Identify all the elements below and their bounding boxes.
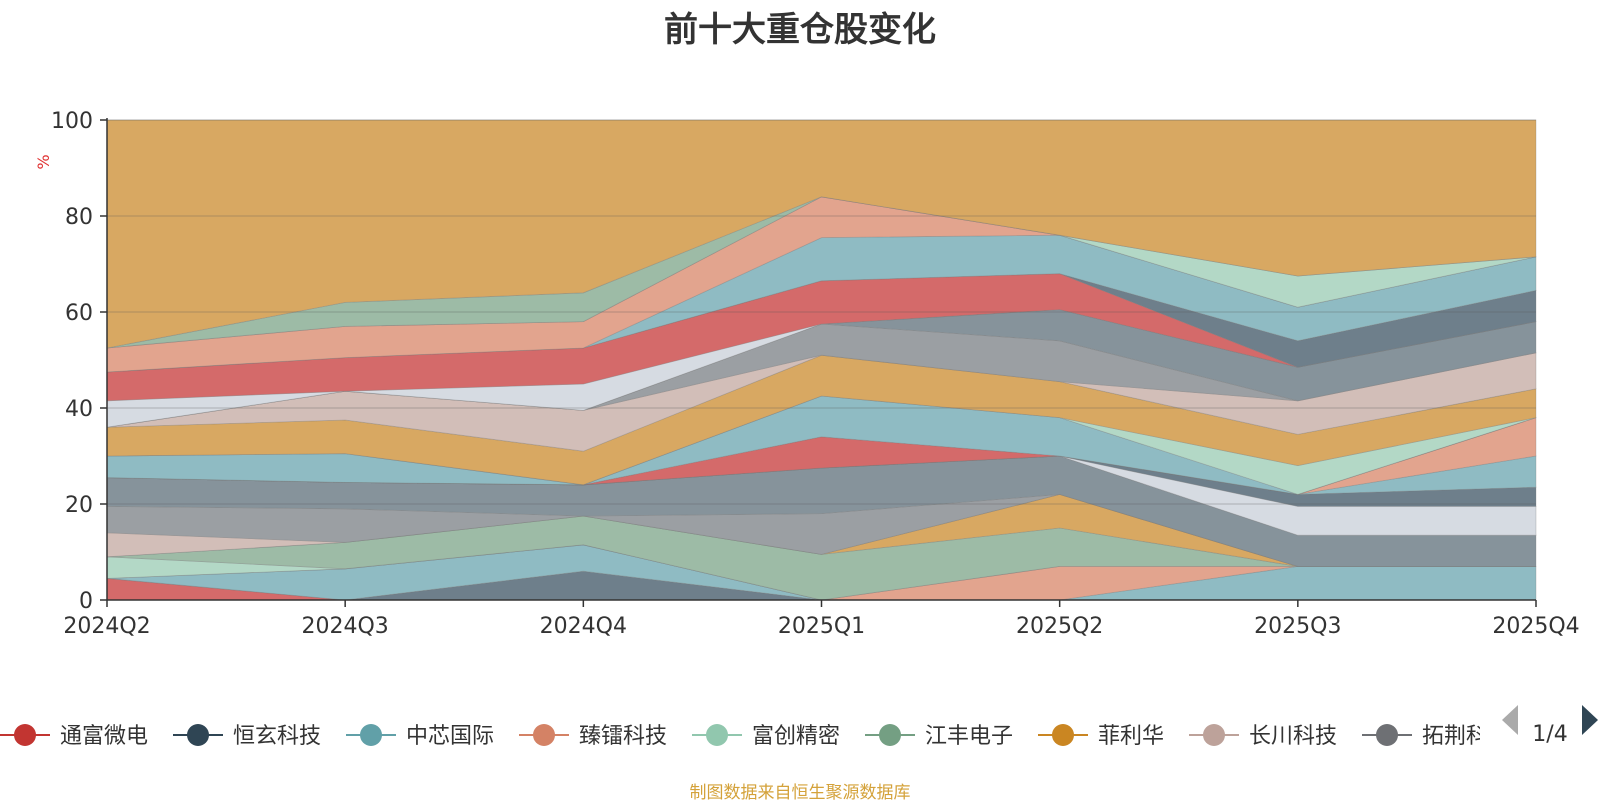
legend-marker-icon bbox=[1203, 724, 1225, 746]
y-tick-label: 100 bbox=[51, 109, 93, 134]
grid-lines bbox=[107, 119, 1536, 505]
legend: 通富微电 恒玄科技 中芯国际 臻镭科技 富创精密 江丰电子 菲利华 长川科技 拓荆科技 bbox=[0, 724, 1510, 749]
footer-source: 制图数据来自恒生聚源数据库 bbox=[689, 783, 911, 803]
legend-item[interactable]: 通富微电 bbox=[0, 724, 148, 749]
legend-marker-icon bbox=[706, 724, 728, 746]
x-tick-label: 2025Q2 bbox=[1016, 614, 1103, 639]
legend-item[interactable]: 菲利华 bbox=[1038, 724, 1164, 749]
legend-label: 通富微电 bbox=[60, 724, 148, 749]
legend-marker-icon bbox=[187, 724, 209, 746]
x-tick-label: 2024Q4 bbox=[540, 614, 627, 639]
y-tick-label: 40 bbox=[65, 397, 93, 422]
area-band-21 bbox=[106, 309, 1537, 428]
area-band-12 bbox=[106, 455, 1537, 507]
area-band-14 bbox=[106, 417, 1537, 495]
x-tick-label: 2025Q3 bbox=[1254, 614, 1341, 639]
area-band-25 bbox=[106, 234, 1537, 373]
legend-label: 江丰电子 bbox=[925, 724, 1013, 749]
legend-marker-icon bbox=[14, 724, 36, 746]
y-tick-label: 80 bbox=[65, 205, 93, 230]
legend-marker-icon bbox=[533, 724, 555, 746]
legend-marker-icon bbox=[360, 724, 382, 746]
area-band-13 bbox=[106, 455, 1537, 495]
legend-label: 臻镭科技 bbox=[579, 724, 667, 749]
y-tick-label: 20 bbox=[65, 493, 93, 518]
legend-label: 拓荆科技 bbox=[1422, 724, 1510, 749]
y-tick-label: 0 bbox=[79, 589, 93, 614]
y-axis-ticks: 0 20 40 60 80 100 bbox=[51, 109, 107, 614]
legend-item[interactable]: 长川科技 bbox=[1189, 724, 1337, 749]
legend-label: 中芯国际 bbox=[406, 724, 494, 749]
area-band-18 bbox=[106, 354, 1537, 486]
legend-item[interactable]: 富创精密 bbox=[692, 724, 840, 749]
chart-title: 前十大重仓股变化 bbox=[664, 10, 936, 50]
legend-item[interactable]: 中芯国际 bbox=[346, 724, 494, 749]
area-layers bbox=[106, 119, 1537, 601]
x-axis-ticks: 2024Q2 2024Q3 2024Q4 2025Q1 2025Q2 2025Q3 2025… bbox=[63, 600, 1580, 639]
legend-label: 长川科技 bbox=[1249, 724, 1337, 749]
y-axis-label: % bbox=[34, 154, 53, 169]
legend-label: 富创精密 bbox=[752, 724, 840, 749]
area-band-11 bbox=[106, 455, 1537, 536]
legend-prev-arrow-icon[interactable] bbox=[1502, 705, 1518, 735]
legend-pager: 1/4 bbox=[1502, 705, 1598, 747]
area-band-26 bbox=[106, 196, 1537, 373]
legend-next-arrow-icon[interactable] bbox=[1582, 705, 1598, 735]
area-band-19 bbox=[106, 352, 1537, 452]
legend-item[interactable]: 臻镭科技 bbox=[519, 724, 667, 749]
legend-item[interactable]: 江丰电子 bbox=[865, 724, 1013, 749]
legend-page-indicator: 1/4 bbox=[1532, 722, 1567, 747]
legend-label: 菲利华 bbox=[1098, 724, 1164, 749]
area-band-16 bbox=[106, 395, 1537, 495]
area-band-29 bbox=[106, 119, 1537, 349]
legend-label: 恒玄科技 bbox=[233, 724, 321, 749]
x-tick-label: 2025Q1 bbox=[778, 614, 865, 639]
x-tick-label: 2024Q2 bbox=[63, 614, 150, 639]
legend-item[interactable]: 拓荆科技 bbox=[1362, 724, 1510, 749]
legend-marker-icon bbox=[1376, 724, 1398, 746]
x-tick-label: 2024Q3 bbox=[302, 614, 389, 639]
legend-item[interactable]: 恒玄科技 bbox=[173, 724, 321, 749]
legend-marker-icon bbox=[879, 724, 901, 746]
legend-marker-icon bbox=[1052, 724, 1074, 746]
x-tick-label: 2025Q4 bbox=[1492, 614, 1579, 639]
area-band-3 bbox=[106, 544, 1537, 601]
y-tick-label: 60 bbox=[65, 301, 93, 326]
